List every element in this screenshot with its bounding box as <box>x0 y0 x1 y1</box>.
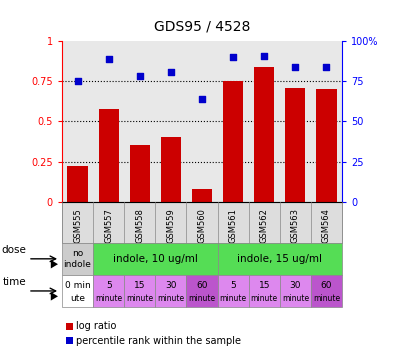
Point <box>136 74 143 79</box>
Point <box>199 96 205 102</box>
Text: 5: 5 <box>106 281 112 290</box>
Text: minute: minute <box>220 293 247 302</box>
Bar <box>161 137 181 202</box>
Text: 15: 15 <box>134 281 146 290</box>
Bar <box>285 88 306 202</box>
Bar <box>98 109 119 202</box>
Text: minute: minute <box>282 293 309 302</box>
Point <box>230 54 236 60</box>
Text: log ratio: log ratio <box>76 321 116 331</box>
Text: indole, 15 ug/ml: indole, 15 ug/ml <box>237 254 322 264</box>
Point <box>261 53 268 59</box>
Text: 30: 30 <box>165 281 177 290</box>
Text: percentile rank within the sample: percentile rank within the sample <box>76 336 241 346</box>
Text: 15: 15 <box>258 281 270 290</box>
Bar <box>254 67 274 202</box>
Text: minute: minute <box>157 293 184 302</box>
Bar <box>316 89 336 202</box>
Text: 30: 30 <box>290 281 301 290</box>
Point <box>106 56 112 61</box>
Point <box>323 64 330 70</box>
Text: minute: minute <box>95 293 122 302</box>
Text: minute: minute <box>313 293 340 302</box>
Bar <box>130 146 150 202</box>
Text: 60: 60 <box>321 281 332 290</box>
Point <box>292 64 298 70</box>
Text: GDS95 / 4528: GDS95 / 4528 <box>154 20 250 34</box>
Text: 0 min: 0 min <box>65 281 90 290</box>
Text: ute: ute <box>70 293 85 302</box>
Text: dose: dose <box>2 245 26 255</box>
Text: time: time <box>2 277 26 287</box>
Point <box>74 79 81 84</box>
Bar <box>68 166 88 202</box>
Text: minute: minute <box>188 293 216 302</box>
Text: 60: 60 <box>196 281 208 290</box>
Point <box>168 69 174 75</box>
Text: minute: minute <box>126 293 153 302</box>
Text: indole, 10 ug/ml: indole, 10 ug/ml <box>113 254 198 264</box>
Text: 5: 5 <box>230 281 236 290</box>
Bar <box>192 189 212 202</box>
Text: minute: minute <box>251 293 278 302</box>
Text: no
indole: no indole <box>64 249 92 268</box>
Bar <box>223 81 243 202</box>
